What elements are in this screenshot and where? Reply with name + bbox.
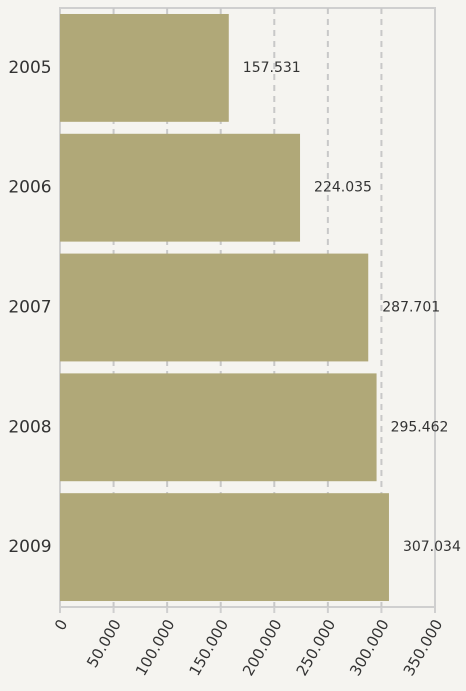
y-tick-label: 2009 [8, 537, 51, 557]
x-tick-label: 50.000 [83, 616, 125, 670]
y-tick-label: 2006 [8, 178, 51, 198]
x-tick-label: 150.000 [185, 616, 232, 679]
value-label: 157.531 [243, 60, 301, 76]
x-tick-label: 0 [51, 616, 71, 633]
value-label: 295.462 [391, 419, 449, 435]
x-tick-label: 300.000 [346, 616, 393, 679]
bar [60, 253, 369, 362]
value-label: 224.035 [314, 180, 372, 196]
bar [60, 373, 377, 482]
x-tick-label: 100.000 [132, 616, 179, 679]
y-tick-label: 2005 [8, 58, 51, 78]
y-tick-label: 2008 [8, 417, 51, 437]
value-label: 307.034 [403, 539, 461, 555]
bar [60, 133, 301, 242]
bar [60, 493, 389, 602]
x-tick-label: 200.000 [239, 616, 286, 679]
x-tick-label: 350.000 [400, 616, 447, 679]
x-tick-label: 250.000 [293, 616, 340, 679]
y-tick-label: 2007 [8, 298, 51, 318]
value-label: 287.701 [382, 300, 440, 316]
bar [60, 13, 229, 122]
